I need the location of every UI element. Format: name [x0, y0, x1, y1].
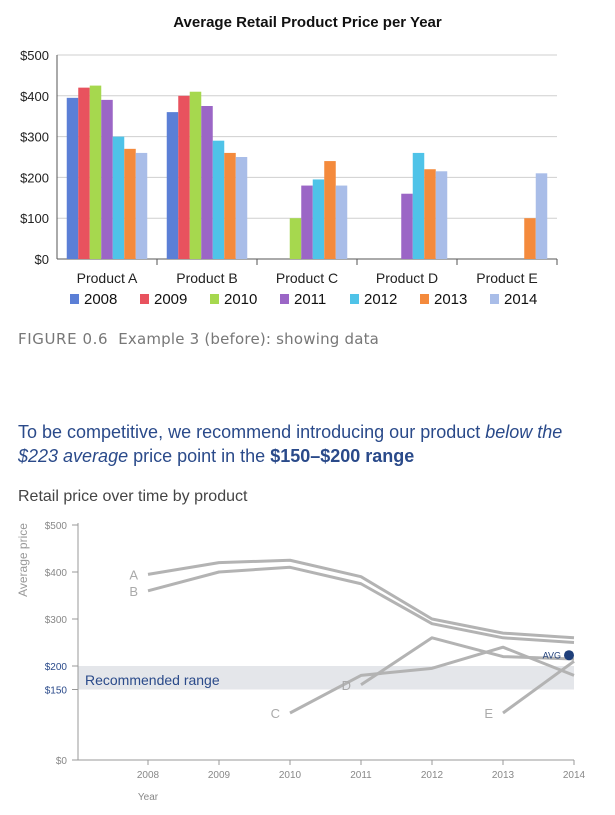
- y-tick-label: $0: [56, 756, 68, 767]
- bar: [166, 112, 179, 260]
- recommended-range-label: Recommended range: [85, 672, 220, 688]
- series-label-c: C: [271, 706, 280, 721]
- chart-title: Average Retail Product Price per Year: [173, 14, 442, 31]
- x-tick-label: 2013: [492, 770, 515, 781]
- figure-number: FIGURE 0.6: [18, 330, 109, 348]
- x-tick-label: 2014: [563, 770, 586, 781]
- x-tick-label: Product D: [376, 270, 438, 286]
- legend-swatch: [140, 294, 149, 304]
- x-tick-label: 2011: [350, 770, 372, 781]
- y-tick-label: $300: [20, 130, 49, 145]
- legend-swatch: [490, 294, 499, 304]
- legend-label: 2011: [294, 291, 326, 308]
- series-label-e: E: [484, 706, 493, 721]
- legend-label: 2012: [364, 291, 397, 308]
- y-tick-label: $500: [45, 521, 68, 532]
- legend-swatch: [210, 294, 219, 304]
- series-label-b: B: [129, 584, 138, 599]
- x-tick-label: 2008: [137, 770, 160, 781]
- bar: [112, 136, 125, 259]
- bar: [424, 169, 436, 259]
- series-label-a: A: [129, 567, 138, 582]
- bar: [178, 95, 190, 259]
- headline-part-1: To be competitive, we recommend introduc…: [18, 422, 486, 442]
- headline-bold: $150–$200 range: [270, 446, 415, 466]
- bar: [524, 218, 536, 259]
- bar: [401, 193, 413, 259]
- y-tick-label: $500: [20, 48, 49, 63]
- bar: [78, 87, 90, 259]
- series-line-a: [147, 558, 575, 640]
- bar: [224, 152, 236, 259]
- series-line-b: [147, 565, 575, 644]
- figure-caption-text: Example 3 (before): showing data: [118, 330, 380, 348]
- bar: [135, 152, 148, 259]
- headline-part-2: price point in the: [128, 446, 271, 466]
- x-tick-label: Product B: [176, 270, 237, 286]
- legend-swatch: [350, 294, 359, 304]
- y-tick-label: $400: [20, 89, 49, 104]
- legend-label: 2009: [154, 291, 187, 308]
- bar: [535, 173, 548, 259]
- y-tick-label: $300: [45, 615, 68, 626]
- x-tick-label: Product C: [276, 270, 338, 286]
- bar-chart: $0 $100 $200 $300 $400 $500 Product A Product B…: [20, 48, 558, 308]
- bar: [89, 85, 102, 259]
- bar: [212, 140, 225, 259]
- x-tick-label: Product A: [77, 270, 138, 286]
- line-chart-title: Retail price over time by product: [18, 488, 248, 505]
- series-line-d: [360, 636, 575, 687]
- average-marker: [564, 650, 574, 661]
- x-tick-label: 2012: [421, 770, 444, 781]
- headline: To be competitive, we recommend introduc…: [18, 420, 603, 468]
- legend-label: 2013: [434, 291, 467, 308]
- bar: [201, 106, 213, 259]
- x-axis-label: Year: [138, 792, 159, 803]
- legend-label: 2008: [84, 291, 117, 308]
- y-axis-label: Average price: [16, 523, 30, 597]
- recommended-range-band: [78, 666, 574, 690]
- y-tick-label: $400: [45, 568, 68, 579]
- average-label: AVG: [543, 651, 561, 661]
- x-tick-label: 2010: [279, 770, 302, 781]
- x-tick-label: 2009: [208, 770, 231, 781]
- y-tick-label: $0: [35, 252, 49, 267]
- y-tick-label: $150: [45, 686, 68, 697]
- bar: [289, 218, 302, 259]
- y-tick-label: $100: [20, 211, 49, 226]
- bar: [435, 171, 448, 259]
- bar: [101, 99, 113, 259]
- headline-italic: below the $223 average: [18, 422, 563, 466]
- legend-swatch: [420, 294, 429, 304]
- bar: [66, 97, 79, 259]
- bar: [324, 161, 336, 259]
- y-tick-label: $200: [45, 662, 68, 673]
- legend-label: 2014: [504, 291, 537, 308]
- bar: [412, 152, 425, 259]
- series-line-e: [502, 660, 575, 715]
- bar: [335, 185, 348, 259]
- bar: [189, 91, 202, 259]
- legend-label: 2010: [224, 291, 257, 308]
- bar: [312, 179, 325, 259]
- legend-swatch: [70, 294, 79, 304]
- bar: [235, 157, 248, 259]
- bar: [124, 148, 136, 259]
- y-tick-label: $200: [20, 170, 49, 185]
- series-label-d: D: [342, 678, 351, 693]
- bar: [301, 185, 313, 259]
- x-tick-label: Product E: [476, 270, 537, 286]
- legend-swatch: [280, 294, 289, 304]
- figure-caption: FIGURE 0.6 Example 3 (before): showing da…: [18, 330, 379, 348]
